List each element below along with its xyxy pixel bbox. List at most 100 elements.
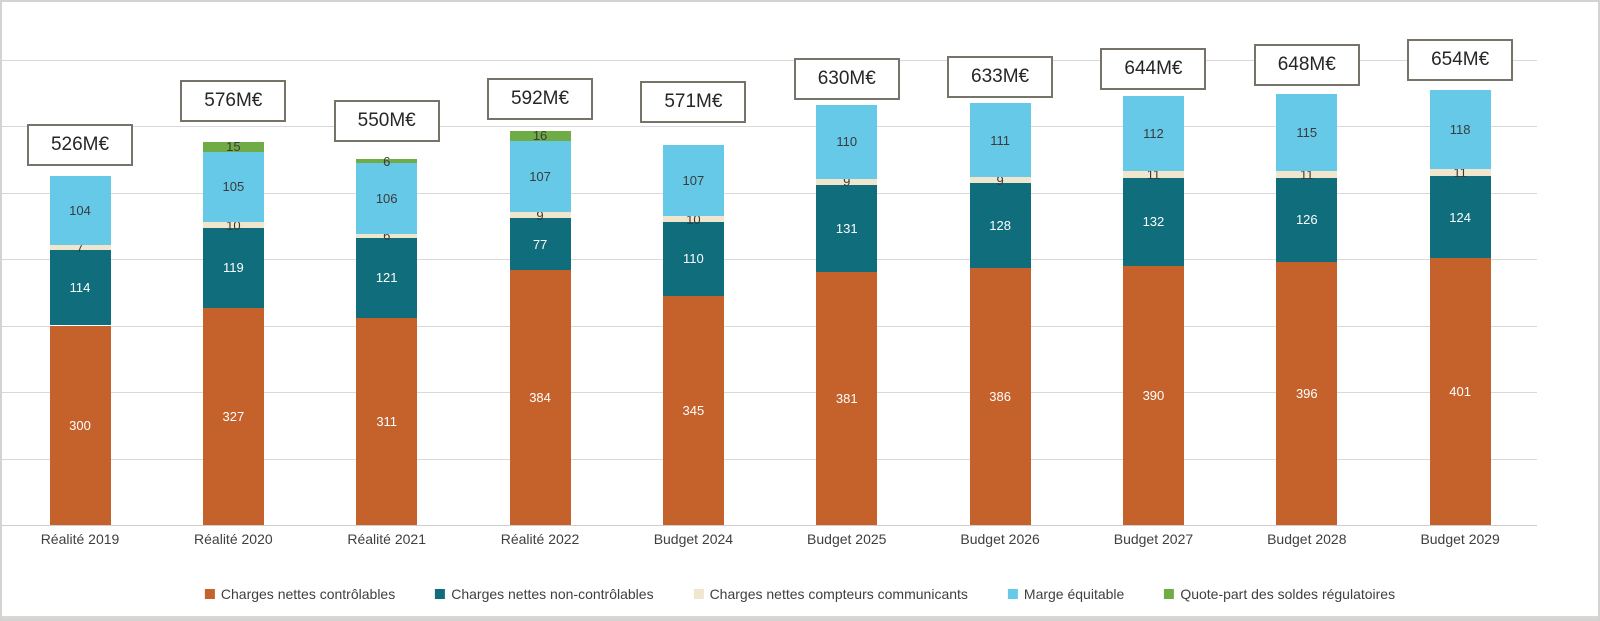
total-label: 576M€ [204,90,263,111]
gridline-700 [2,59,1537,61]
legend-label: Charges nettes compteurs communicants [709,586,968,602]
legend-label: Charges nettes contrôlables [220,586,396,602]
segment-value-label: 118 [1449,121,1471,137]
segment-charges-nettes-non-controlables: 126 [1276,177,1338,262]
segment-value-label: 401 [1449,384,1471,400]
segment-marge-equitable: 106 [356,163,418,234]
total-label-box: 592M€ [487,78,594,120]
segment-marge-equitable: 118 [1429,90,1491,169]
x-axis-label: Réalité 2019 [40,531,120,547]
legend-item-charges-nettes-controlables: Charges nettes contrôlables [204,586,396,602]
segment-charges-nettes-controlables: 300 [49,325,111,525]
segment-value-label: 107 [529,169,551,185]
segment-value-label: 6 [383,153,391,169]
segment-value-label: 110 [836,134,858,150]
segment-marge-equitable: 110 [816,105,878,179]
segment-value-label: 6 [383,228,391,244]
segment-value-label: 11 [1300,166,1314,182]
gridline-200 [2,392,1537,393]
segment-value-label: 311 [376,414,398,430]
segment-value-label: 110 [683,251,704,267]
segment-charges-nettes-non-controlables: 110 [662,222,724,296]
gridline-300 [2,325,1537,327]
segment-marge-equitable: 107 [509,141,571,213]
bottom-border [0,616,1600,621]
x-axis-label: Budget 2029 [1420,531,1500,547]
segment-value-label: 128 [989,218,1011,234]
segment-value-label: 104 [69,202,91,218]
chart-legend: Charges nettes contrôlables Charges nette… [204,586,1395,602]
segment-charges-nettes-controlables: 401 [1429,258,1491,525]
segment-marge-equitable: 104 [49,175,111,246]
segment-charges-nettes-controlables: 386 [969,268,1031,525]
total-label: 648M€ [1277,54,1336,75]
legend-swatch-icon [693,589,704,599]
segment-value-label: 112 [1143,125,1164,141]
total-label-box: 654M€ [1407,39,1514,81]
gridline-500 [2,192,1537,194]
x-axis-label: Budget 2026 [960,531,1040,547]
segment-charges-nettes-controlables: 311 [356,318,418,525]
segment-value-label: 15 [226,139,241,155]
segment-value-label: 10 [226,217,241,233]
segment-charges-nettes-controlables: 384 [509,269,571,525]
legend-label: Marge équitable [1023,586,1125,602]
total-label-box: 526M€ [27,124,133,166]
legend-item-charges-nettes-non-controlables: Charges nettes non-contrôlables [435,586,654,602]
segment-value-label: 300 [69,417,91,433]
gridline-100 [2,458,1537,460]
segment-value-label: 327 [222,408,245,424]
total-label: 592M€ [510,88,570,109]
segment-value-label: 77 [532,236,548,252]
total-label: 526M€ [50,134,110,155]
gridline-400 [2,259,1537,260]
segment-value-label: 111 [990,132,1010,148]
legend-item-charges-nettes-compteurs-communicants: Charges nettes compteurs communicants [693,586,968,602]
segment-value-label: 11 [1453,164,1467,180]
segment-value-label: 105 [222,179,245,195]
segment-value-label: 11 [1146,166,1161,182]
total-label-box: 633M€ [947,56,1054,98]
legend-item-marge-equitable: Marge équitable [1007,586,1125,602]
segment-value-label: 16 [532,128,548,144]
segment-quote-part-des-soldes-regulatoires: 15 [202,139,264,155]
segment-charges-nettes-controlables: 381 [816,271,878,525]
segment-charges-nettes-controlables: 327 [202,307,264,525]
segment-value-label: 107 [682,172,705,188]
segment-value-label: 121 [375,270,398,286]
total-label-box: 576M€ [180,80,287,122]
segment-charges-nettes-non-controlables: 114 [49,249,111,326]
legend-label: Quote-part des soldes régulatoires [1180,586,1396,602]
segment-charges-nettes-compteurs-communicants: 11 [1122,166,1184,182]
x-axis-label: Budget 2025 [807,531,887,547]
legend-swatch-icon [1164,589,1175,599]
segment-value-label: 124 [1449,209,1471,225]
total-label-box: 571M€ [640,81,747,123]
legend-swatch-icon [1007,589,1018,599]
total-label: 633M€ [971,66,1030,87]
segment-value-label: 114 [69,280,91,296]
total-label: 644M€ [1124,58,1183,79]
segment-charges-nettes-compteurs-communicants: 10 [202,217,264,233]
legend-swatch-icon [204,589,215,599]
segment-charges-nettes-compteurs-communicants: 9 [816,175,878,188]
segment-charges-nettes-compteurs-communicants: 10 [662,213,724,226]
x-axis-label: Budget 2028 [1267,531,1347,547]
total-label: 630M€ [817,68,876,89]
x-axis-label: Budget 2027 [1113,531,1194,547]
segment-marge-equitable: 115 [1276,94,1338,171]
segment-value-label: 384 [529,389,551,405]
segment-value-label: 396 [1295,385,1318,401]
segment-value-label: 381 [835,390,858,406]
gridline-600 [2,126,1537,127]
segment-charges-nettes-compteurs-communicants: 6 [356,229,418,242]
segment-value-label: 115 [1296,124,1318,140]
segment-marge-equitable: 105 [202,151,264,222]
segment-charges-nettes-compteurs-communicants: 7 [49,241,111,254]
total-label-box: 648M€ [1253,44,1360,86]
segment-value-label: 132 [1142,214,1165,230]
segment-marge-equitable: 107 [662,144,724,216]
legend-item-quote-part-des-soldes-regulatoires: Quote-part des soldes régulatoires [1164,586,1395,602]
segment-value-label: 131 [835,220,858,236]
